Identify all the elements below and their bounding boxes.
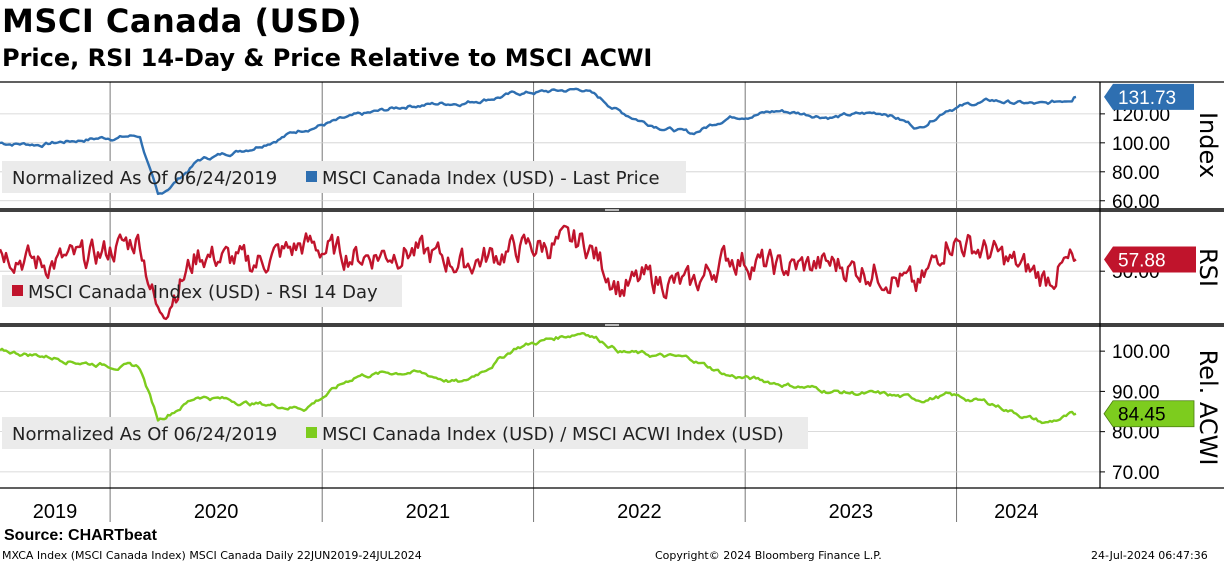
y-tick-label: 70.00	[1112, 463, 1160, 484]
legend-box	[2, 417, 808, 449]
last-value-callout	[1104, 83, 1194, 110]
x-year-label: 2020	[194, 501, 239, 523]
y-tick-label: 120.00	[1112, 105, 1170, 126]
panel-resize-handle	[605, 324, 619, 326]
y-tick-label: 80.00	[1112, 163, 1160, 184]
legend-series-name: MSCI Canada Index (USD) - Last Price	[322, 168, 660, 189]
legend-swatch	[306, 171, 317, 182]
axis-title: RSI	[1194, 248, 1222, 287]
footer-timestamp: 24-Jul-2024 06:47:36	[1091, 549, 1208, 562]
legend-box	[2, 161, 686, 193]
last-value-callout	[1104, 246, 1196, 273]
y-tick-label: 80.00	[1112, 423, 1160, 444]
axis-title: Rel. ACWI	[1194, 350, 1222, 466]
y-tick-label: 100.00	[1112, 134, 1170, 155]
rsi-series-line	[0, 224, 1077, 321]
chart-title: MSCI Canada (USD)	[2, 2, 362, 40]
y-tick-label: 60.00	[1112, 192, 1160, 213]
legend-series-name: MSCI Canada Index (USD) - RSI 14 Day	[28, 282, 378, 303]
legend-swatch	[12, 285, 23, 296]
footer-copyright: Copyright© 2024 Bloomberg Finance L.P.	[655, 549, 882, 562]
last-value-label: 84.45	[1118, 405, 1166, 426]
x-year-label: 2022	[617, 501, 662, 523]
footer-security-info: MXCA Index (MSCI Canada Index) MSCI Cana…	[2, 549, 422, 562]
source-label: Source: CHARTbeat	[4, 527, 157, 544]
legend-swatch	[306, 427, 317, 438]
price-series-line	[0, 87, 1077, 196]
legend-normalized-note: Normalized As Of 06/24/2019	[12, 424, 277, 445]
x-year-label: 2023	[829, 501, 874, 523]
axis-title: Index	[1194, 112, 1222, 178]
chart-subtitle: Price, RSI 14-Day & Price Relative to MS…	[2, 44, 653, 72]
relative-panel: 70.00 80.00 90.00 100.00 Normalized As Of 06…	[0, 332, 1222, 484]
last-value-callout	[1103, 400, 1195, 428]
last-value-label: 57.88	[1118, 251, 1166, 272]
relative-series-line	[0, 332, 1077, 425]
last-value-label: 131.73	[1118, 88, 1176, 109]
panel-resize-handle	[605, 209, 619, 211]
x-year-label: 2021	[406, 501, 451, 523]
price-panel: 60.00 80.00 100.00 120.00 Normalized As Of 0…	[0, 83, 1222, 213]
x-year-label: 2019	[33, 501, 78, 523]
legend-series-name: MSCI Canada Index (USD) / MSCI ACWI Inde…	[322, 424, 784, 445]
legend-box	[2, 275, 402, 307]
legend-normalized-note: Normalized As Of 06/24/2019	[12, 168, 277, 189]
y-tick-label: 100.00	[1112, 342, 1170, 363]
y-tick-label: 90.00	[1112, 382, 1160, 403]
x-year-label: 2024	[994, 501, 1039, 523]
